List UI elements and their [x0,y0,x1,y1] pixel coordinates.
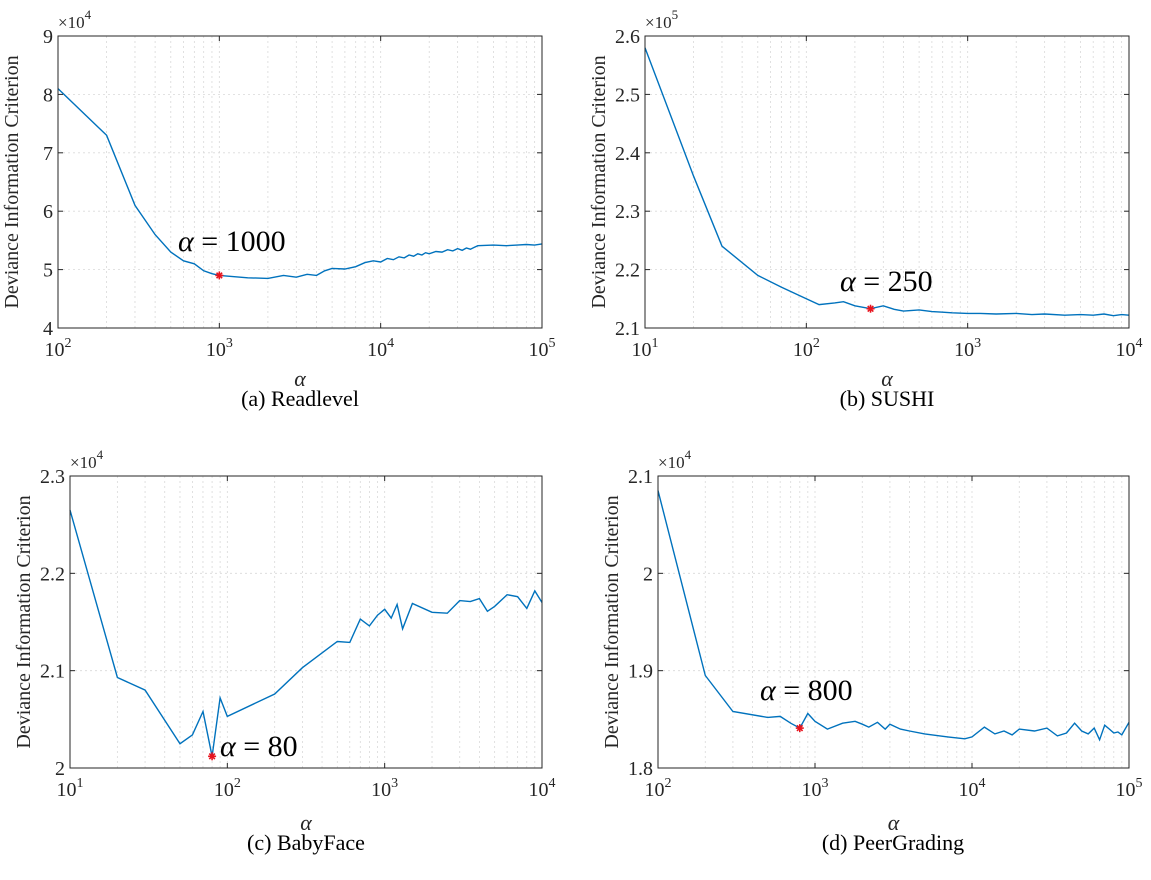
y-multiplier: ×104 [658,447,692,472]
y-tick-label: 2.2 [40,563,65,585]
x-tick-label: 103 [954,336,981,361]
y-axis-label: Deviance Information Criterion [588,55,610,308]
y-tick-label: 2.4 [615,143,640,165]
y-axis-label: Deviance Information Criterion [1,55,23,308]
plot-frame [69,475,543,769]
x-tick-label: 102 [645,776,672,801]
minimum-annotation: α = 250 [840,265,933,298]
y-axis-label: Deviance Information Criterion [601,495,623,748]
y-multiplier: ×104 [70,447,104,472]
y-tick-label: 2 [643,563,653,585]
y-tick-label: 2.1 [628,466,653,488]
y-multiplier: ×104 [58,7,92,32]
x-tick-label: 104 [959,776,986,801]
x-tick-label: 102 [793,336,820,361]
minimum-marker [215,271,224,280]
panel-caption: (d) PeerGrading [822,830,964,855]
x-tick-label: 104 [529,776,556,801]
minimum-marker [795,724,804,733]
data-line [657,490,1130,742]
minimum-annotation: α = 1000 [178,225,286,258]
y-tick-label: 5 [43,260,53,282]
x-tick-label: 102 [45,336,72,361]
minimum-annotation: α = 800 [760,674,853,707]
chart-panel-a: 102 103 104 105 4 5 6 7 8 9×104 Deviance Informati… [1,7,556,411]
y-tick-label: 2.1 [615,318,640,340]
minimum-marker [208,752,217,761]
x-tick-label: 101 [57,776,84,801]
y-tick-label: 9 [43,26,53,48]
panel-caption: (b) SUSHI [840,386,935,411]
minimum-annotation: α = 80 [220,730,298,763]
y-tick-label: 8 [43,84,53,106]
x-tick-label: 103 [371,776,398,801]
plot-frame [644,35,1130,329]
panel-caption: (c) BabyFace [247,830,365,855]
y-tick-label: 2.1 [40,661,65,683]
x-tick-label: 102 [214,776,241,801]
y-multiplier: ×105 [645,7,678,32]
y-tick-label: 1.8 [628,758,653,780]
y-tick-label: 2.3 [40,466,65,488]
x-tick-label: 101 [632,336,659,361]
x-tick-label: 103 [802,776,829,801]
plot-frame [57,35,543,329]
x-tick-label: 105 [529,336,556,361]
y-tick-label: 2.3 [615,201,640,223]
x-tick-label: 104 [1116,336,1143,361]
x-axis-label: α [294,366,306,391]
y-tick-label: 2.6 [615,26,640,48]
y-tick-label: 4 [43,318,53,340]
y-axis-label: Deviance Information Criterion [13,495,35,748]
x-axis-label: α [881,366,893,391]
data-line [644,47,1130,317]
y-tick-label: 1.9 [628,661,653,683]
minimum-marker [866,304,875,313]
x-tick-label: 103 [206,336,233,361]
y-tick-label: 2.2 [615,260,640,282]
chart-panel-b: 101 102 103 104 2.1 2.2 2.3 2.4 2.5 2.6×105 Devian… [588,7,1143,411]
plot-frame [657,475,1130,769]
x-axis-label: α [300,810,312,835]
panel-caption: (a) Readlevel [241,386,359,411]
y-tick-label: 2 [55,758,65,780]
x-tick-label: 104 [367,336,394,361]
y-tick-label: 7 [43,143,53,165]
x-axis-label: α [888,810,900,835]
chart-panel-d: 102 103 104 105 1.8 1.9 2 2.1×104 Deviance Infor… [601,447,1143,855]
data-line [57,88,543,280]
y-tick-label: 6 [43,201,53,223]
data-line [69,509,543,757]
y-tick-label: 2.5 [615,84,640,106]
chart-panel-c: 101 102 103 104 2 2.1 2.2 2.3×104 Deviance Infor… [13,447,556,855]
x-tick-label: 105 [1116,776,1143,801]
